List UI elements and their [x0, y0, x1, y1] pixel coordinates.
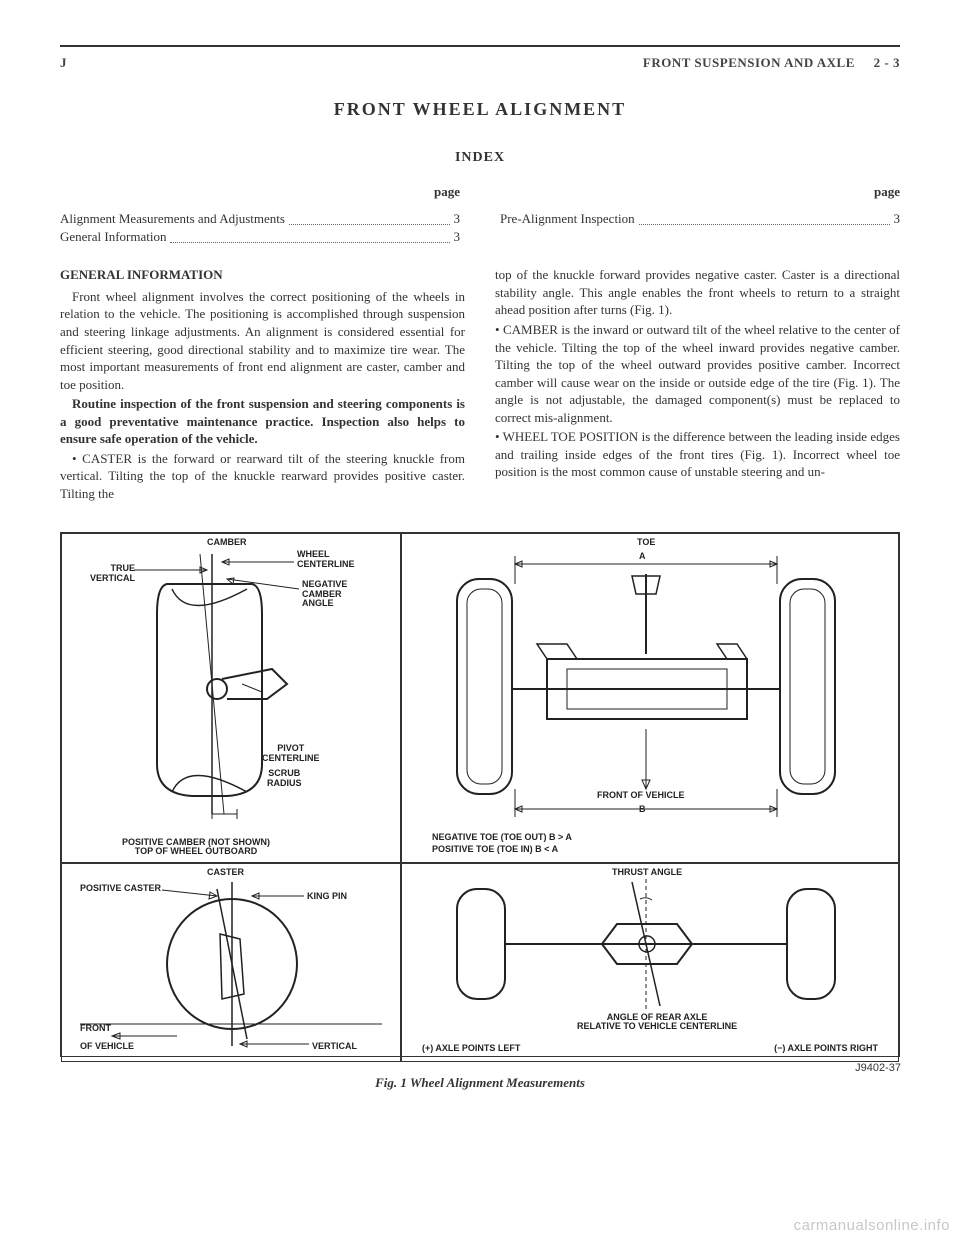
panel-toe: TOE A B FRONT OF VEHICLE NEGATIVE TOE (T… [401, 533, 899, 863]
index-dots [289, 210, 450, 225]
index-label: Alignment Measurements and Adjustments [60, 210, 285, 228]
header-page-num: 2 - 3 [874, 55, 900, 70]
body-col-right: top of the knuckle forward provides nega… [495, 266, 900, 504]
lbl-true-vertical: TRUE VERTICAL [90, 564, 135, 583]
watermark: carmanualsonline.info [794, 1217, 950, 1234]
index-page-label: page [60, 184, 460, 200]
lbl-pivot: PIVOT CENTERLINE [262, 744, 320, 763]
lbl-scrub: SCRUB RADIUS [267, 769, 302, 788]
toe-neg: NEGATIVE TOE (TOE OUT) B > A [432, 833, 572, 842]
index-page: 3 [454, 210, 461, 228]
lbl-wheel-centerline: WHEEL CENTERLINE [297, 550, 355, 569]
lbl-neg-camber: NEGATIVE CAMBER ANGLE [302, 580, 347, 608]
toe-diagram [402, 534, 890, 864]
thrust-title: THRUST ANGLE [612, 868, 682, 877]
lbl-vertical: VERTICAL [312, 1042, 357, 1051]
index-columns: page Alignment Measurements and Adjustme… [60, 184, 900, 246]
index-col-right: page Pre-Alignment Inspection 3 [500, 184, 900, 246]
toe-a: A [639, 552, 646, 561]
index-page-label: page [500, 184, 900, 200]
camber-diagram [62, 534, 402, 864]
toe-fov: FRONT OF VEHICLE [597, 791, 685, 800]
figure-code: J9402-37 [855, 1062, 901, 1074]
page-header: J FRONT SUSPENSION AND AXLE 2 - 3 [60, 55, 900, 71]
body-para: Front wheel alignment involves the corre… [60, 288, 465, 393]
camber-title: CAMBER [207, 538, 247, 547]
lbl-of-vehicle: OF VEHICLE [80, 1042, 134, 1051]
body-para: • WHEEL TOE POSITION is the difference b… [495, 428, 900, 481]
panel-thrust: THRUST ANGLE ANGLE OF REAR AXLE RELATIVE… [401, 863, 899, 1062]
body-para: • CASTER is the forward or rearward tilt… [60, 450, 465, 503]
thrust-angle-label: ANGLE OF REAR AXLE RELATIVE TO VEHICLE C… [577, 1013, 737, 1032]
toe-b: B [639, 805, 646, 814]
index-page: 3 [454, 228, 461, 246]
body-para-bold: Routine inspection of the front suspensi… [60, 395, 465, 448]
header-right: FRONT SUSPENSION AND AXLE 2 - 3 [643, 55, 900, 71]
header-left: J [60, 55, 67, 71]
figure-caption: Fig. 1 Wheel Alignment Measurements [60, 1075, 900, 1091]
lbl-positive-caster: POSITIVE CASTER [80, 884, 161, 893]
thrust-left: (+) AXLE POINTS LEFT [422, 1044, 520, 1053]
lbl-front: FRONT [80, 1024, 111, 1033]
toe-pos: POSITIVE TOE (TOE IN) B < A [432, 845, 558, 854]
index-dots [170, 228, 449, 243]
figure-1: CAMBER TRUE VERTICAL WHEEL CENTERLINE NE… [60, 532, 900, 1057]
body-para: top of the knuckle forward provides nega… [495, 266, 900, 319]
index-col-left: page Alignment Measurements and Adjustme… [60, 184, 460, 246]
header-section: FRONT SUSPENSION AND AXLE [643, 55, 855, 70]
index-label: General Information [60, 228, 166, 246]
panel-camber: CAMBER TRUE VERTICAL WHEEL CENTERLINE NE… [61, 533, 401, 863]
panel-caster: CASTER POSITIVE CASTER KING PIN FRONT OF… [61, 863, 401, 1062]
body-columns: GENERAL INFORMATION Front wheel alignmen… [60, 266, 900, 504]
lbl-positive-note: POSITIVE CAMBER (NOT SHOWN) TOP OF WHEEL… [122, 838, 270, 857]
header-rule [60, 45, 900, 47]
index-entry: Pre-Alignment Inspection 3 [500, 210, 900, 228]
section-heading: GENERAL INFORMATION [60, 266, 465, 284]
caster-title: CASTER [207, 868, 244, 877]
index-title: INDEX [60, 150, 900, 166]
body-col-left: GENERAL INFORMATION Front wheel alignmen… [60, 266, 465, 504]
index-entry: General Information 3 [60, 228, 460, 246]
body-para: • CAMBER is the inward or outward tilt o… [495, 321, 900, 426]
lbl-king-pin: KING PIN [307, 892, 347, 901]
page-title: FRONT WHEEL ALIGNMENT [60, 99, 900, 120]
index-label: Pre-Alignment Inspection [500, 210, 635, 228]
thrust-right: (−) AXLE POINTS RIGHT [774, 1044, 878, 1053]
index-dots [639, 210, 890, 225]
index-entry: Alignment Measurements and Adjustments 3 [60, 210, 460, 228]
index-page: 3 [894, 210, 901, 228]
toe-title: TOE [637, 538, 655, 547]
